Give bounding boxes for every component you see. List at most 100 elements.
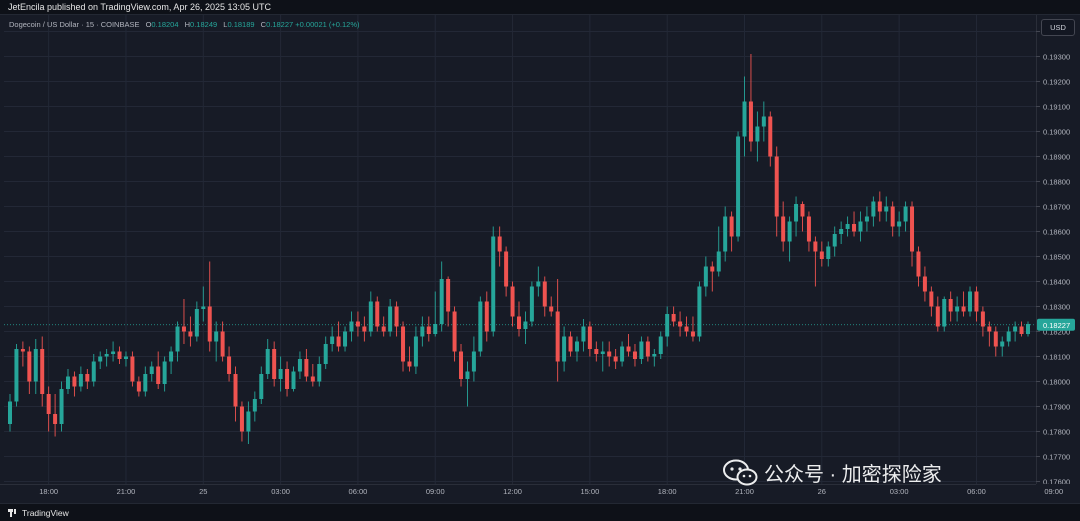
candle-body — [452, 311, 457, 352]
candle-body — [897, 221, 902, 227]
candle-body — [748, 101, 753, 142]
watermark-text: 公众号 · 加密探险家 — [764, 464, 942, 486]
candle-body — [794, 204, 799, 222]
candle-body — [169, 351, 174, 362]
candle-body — [852, 224, 857, 232]
candle — [542, 276, 547, 317]
candle-body — [323, 344, 328, 364]
candle-body — [362, 326, 367, 332]
candle-body — [175, 326, 180, 352]
candle-body — [143, 374, 148, 392]
candle — [433, 291, 438, 337]
candle — [413, 326, 418, 374]
published-text: JetEncila published on TradingView.com, … — [8, 2, 271, 12]
candle-body — [710, 266, 715, 272]
candle-body — [942, 299, 947, 327]
candle — [736, 131, 741, 242]
candle — [826, 241, 831, 267]
price-tick-label: 0.17600 — [1043, 478, 1070, 487]
candle-body — [304, 359, 309, 377]
time-tick-label: 09:00 — [426, 487, 445, 496]
candle — [968, 286, 973, 317]
candle-body — [246, 411, 251, 432]
candle — [852, 211, 857, 237]
candle-body — [980, 311, 985, 327]
candle-body — [652, 354, 657, 357]
candle — [1013, 321, 1018, 342]
time-axis[interactable]: 18:00 21:00 25 03:00 06:00 09:00 12:00 15:00 18:… — [0, 484, 1080, 503]
candle — [845, 216, 850, 237]
candle-body — [194, 309, 199, 337]
candle — [1026, 321, 1030, 337]
candle — [555, 279, 560, 382]
currency-button[interactable]: USD — [1041, 19, 1075, 36]
candle-body — [130, 356, 135, 382]
candle-body — [20, 349, 25, 352]
candle — [948, 291, 953, 322]
candle — [897, 211, 902, 237]
plot-area[interactable] — [0, 14, 1036, 484]
candle — [607, 341, 612, 367]
candle — [169, 346, 174, 374]
low-value: 0.18189 — [227, 20, 255, 29]
candle — [697, 281, 702, 342]
candle — [877, 191, 882, 222]
candle — [317, 356, 322, 387]
candle-body — [536, 281, 541, 287]
candle — [362, 316, 367, 342]
candle-body — [703, 266, 708, 287]
candle — [117, 346, 122, 364]
candle-body — [690, 331, 695, 337]
candle — [581, 319, 586, 352]
candle-body — [349, 321, 354, 332]
candle-body — [948, 299, 953, 312]
wechat-icon — [722, 459, 758, 487]
candle — [478, 296, 483, 357]
price-axis[interactable]: 0.194000.193000.192000.191000.190000.189… — [1036, 14, 1080, 487]
candle-body — [839, 229, 844, 234]
candle-body — [40, 349, 45, 394]
candle — [459, 344, 464, 387]
candle — [819, 241, 824, 267]
candle-body — [787, 221, 792, 242]
candle — [446, 276, 451, 327]
time-tick-label: 18:00 — [658, 487, 677, 496]
candle — [104, 349, 109, 367]
candle — [703, 256, 708, 297]
candle-body — [497, 236, 502, 252]
candle-body — [858, 221, 863, 232]
price-tick-label: 0.18500 — [1043, 253, 1070, 262]
candle-body — [201, 306, 206, 309]
candle — [343, 326, 348, 352]
candle — [980, 306, 985, 337]
candle-body — [375, 301, 380, 327]
price-tick-label: 0.18700 — [1043, 203, 1070, 212]
grid-lines — [4, 14, 1055, 484]
candle — [652, 349, 657, 367]
candle — [903, 201, 908, 232]
candle — [259, 366, 264, 404]
time-tick-label: 12:00 — [503, 487, 522, 496]
candle-body — [272, 349, 277, 379]
time-tick-label: 09:00 — [1044, 487, 1063, 496]
candle-body — [407, 361, 412, 367]
candle-body — [72, 376, 77, 387]
candle — [156, 351, 161, 389]
candle-body — [401, 326, 406, 362]
candle-body — [91, 361, 96, 382]
candle — [510, 281, 515, 327]
candle-body — [768, 116, 773, 157]
time-tick-label: 21:00 — [735, 487, 754, 496]
candle-body — [330, 336, 335, 344]
price-tick-label: 0.17800 — [1043, 428, 1070, 437]
candle — [626, 334, 631, 357]
candle-body — [1026, 324, 1030, 334]
brand[interactable]: TradingView — [8, 508, 69, 518]
candle — [774, 146, 779, 237]
candle — [111, 341, 116, 362]
candle — [871, 196, 876, 227]
candle-body — [903, 206, 908, 222]
candle — [658, 331, 663, 359]
candle — [349, 311, 354, 342]
